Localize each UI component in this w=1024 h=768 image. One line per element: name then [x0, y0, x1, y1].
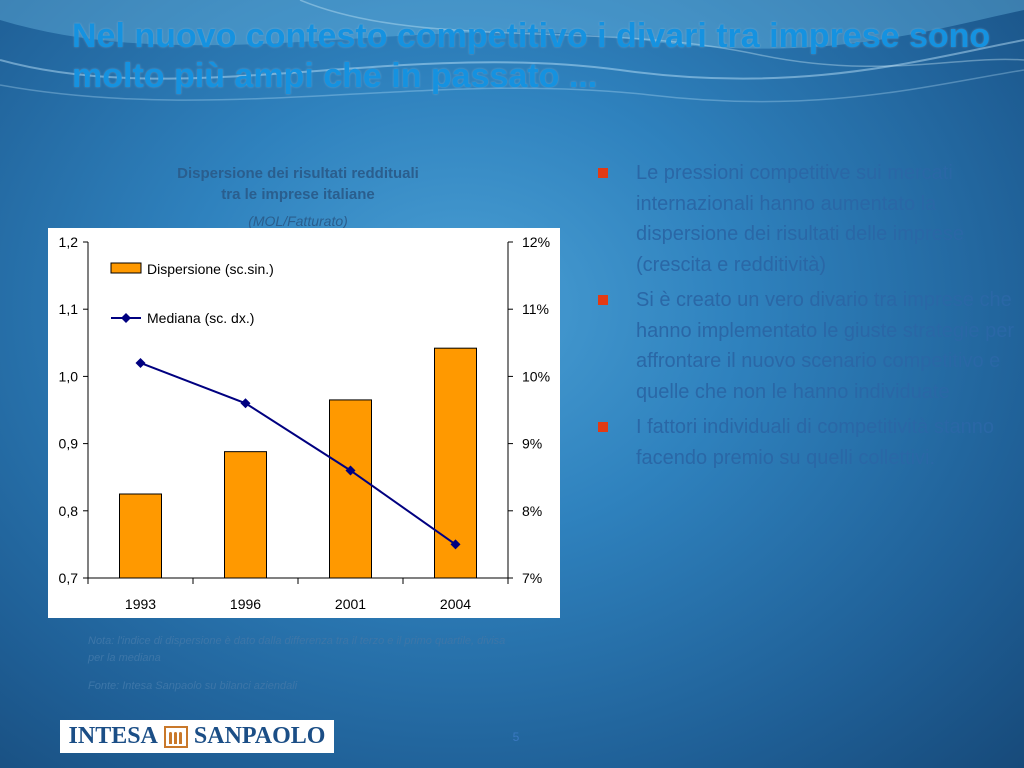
header-wave-decoration	[0, 0, 1024, 103]
left-tick-label: 1,2	[59, 234, 79, 250]
bullet-marker-icon	[598, 422, 608, 432]
legend-bar-swatch	[110, 262, 142, 274]
bar-2001	[329, 399, 372, 579]
right-tick-label: 10%	[522, 368, 550, 384]
median-point-1996	[240, 398, 251, 409]
intesa-sanpaolo-logo: INTESA SANPAOLO	[60, 720, 334, 753]
median-point-2001	[345, 465, 356, 476]
median-line	[140, 362, 457, 546]
legend-line-label: Mediana (sc. dx.)	[147, 310, 254, 326]
x-tick-label: 1996	[230, 596, 261, 612]
right-tick-label: 8%	[522, 503, 542, 519]
bullet-item-3: I fattori individuali di competitività s…	[596, 412, 1016, 473]
bullet-marker-icon	[598, 168, 608, 178]
right-tick-label: 9%	[522, 436, 542, 452]
right-tick-label: 7%	[522, 570, 542, 586]
chart-title: Dispersione dei risultati reddituali tra…	[120, 163, 476, 205]
x-tick-label: 1993	[125, 596, 156, 612]
left-tick-label: 0,7	[59, 570, 79, 586]
intesa-sanpaolo-arches-icon	[163, 725, 188, 748]
chart-note: Nota: l'indice di dispersione è dato dal…	[88, 635, 506, 664]
dispersion-chart: 0,7 0,8 0,9 1,0 1,1 1,2 7% 8% 9% 10% 11% 12% 1993 199…	[59, 234, 551, 612]
left-tick-label: 1,0	[59, 368, 79, 384]
left-tick-label: 1,1	[59, 301, 79, 317]
right-tick-label: 11%	[522, 301, 549, 317]
median-point-2004	[450, 539, 461, 550]
bullet-marker-icon	[598, 295, 608, 305]
logo-text-left: INTESA	[68, 723, 158, 749]
left-tick-label: 0,9	[59, 436, 79, 452]
left-tick-label: 0,8	[59, 503, 79, 519]
median-point-1993	[135, 357, 146, 368]
legend-line-marker	[121, 313, 131, 323]
bullet-item-2: Si è creato un vero divario tra imprese …	[596, 285, 1016, 407]
chart-subtitle: (MOL/Fatturato)	[248, 213, 348, 229]
right-tick-label: 12%	[522, 234, 550, 250]
bullet-text-2: Si è creato un vero divario tra imprese …	[636, 289, 1015, 403]
bullet-item-1: Le pressioni competitive sui mercati int…	[596, 158, 1016, 280]
bullet-text-3: I fattori individuali di competitività s…	[636, 416, 994, 469]
bar-1993	[119, 493, 162, 579]
x-tick-label: 2001	[335, 596, 366, 612]
slide-title: Nel nuovo contesto competitivo i divari …	[72, 17, 991, 95]
x-tick-label: 2004	[440, 596, 471, 612]
chart-source: Fonte: Intesa Sanpaolo su bilanci aziend…	[88, 680, 298, 692]
logo-text-right: SANPAOLO	[193, 723, 326, 749]
chart-panel: 0,7 0,8 0,9 1,0 1,1 1,2 7% 8% 9% 10% 11% 12% 1993 199…	[48, 228, 560, 618]
chart-title-line2: tra le imprese italiane	[221, 186, 375, 203]
bullet-text-1: Le pressioni competitive sui mercati int…	[636, 162, 964, 276]
bullet-list: Le pressioni competitive sui mercati int…	[596, 158, 1016, 478]
chart-title-line1: Dispersione dei risultati reddituali	[177, 165, 419, 182]
page-number: 5	[512, 730, 520, 744]
legend-bar-label: Dispersione (sc.sin.)	[147, 261, 274, 277]
bar-1996	[224, 451, 267, 579]
